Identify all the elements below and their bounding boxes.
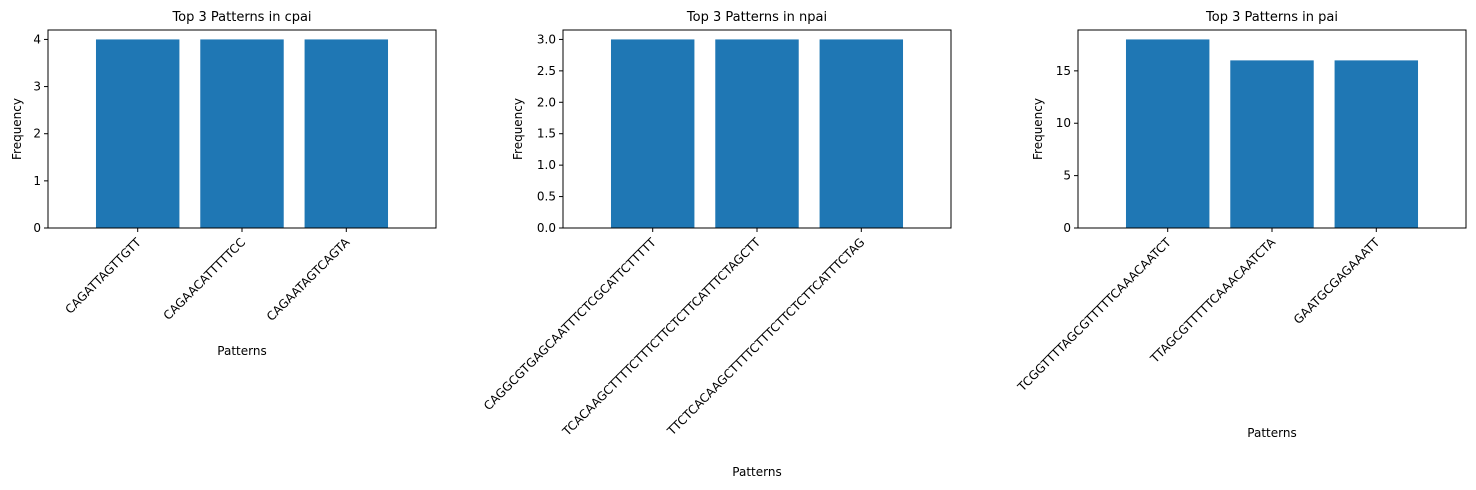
bars: [1125, 39, 1419, 229]
y-ticks: 0 1 2 3 4: [33, 32, 48, 235]
x-axis-label: Patterns: [217, 344, 266, 358]
bar: [304, 39, 389, 229]
y-tick-label: 0: [33, 221, 41, 235]
bars: [95, 39, 389, 229]
y-tick-label: 0.0: [537, 221, 556, 235]
y-tick-label: 5: [1063, 169, 1071, 183]
bar: [1125, 39, 1210, 229]
bar: [1230, 60, 1314, 228]
bar: [1334, 60, 1419, 228]
y-tick-label: 15: [1056, 64, 1071, 78]
chart-title: Top 3 Patterns in cpai: [171, 10, 311, 25]
y-tick-label: 3.0: [537, 32, 556, 46]
y-tick-label: 2.5: [537, 64, 556, 78]
y-tick-label: 3: [33, 80, 41, 94]
y-ticks: 0.0 0.5 1.0 1.5 2.0 2.5 3.0: [537, 32, 563, 235]
chart-title: Top 3 Patterns in npai: [686, 10, 827, 25]
y-tick-label: 0: [1063, 221, 1071, 235]
bar: [200, 39, 284, 229]
axes-frame: [562, 29, 952, 229]
bar: [715, 39, 799, 229]
y-tick-label: 10: [1056, 116, 1071, 130]
y-axis-label: Frequency: [511, 98, 525, 160]
bars: [610, 39, 904, 229]
axes-frame: [47, 29, 437, 229]
y-tick-label: 0.5: [537, 190, 556, 204]
y-tick-label: 1.5: [537, 127, 556, 141]
y-axis-label: Frequency: [1031, 98, 1045, 160]
y-ticks: 0 5 10 15: [1056, 64, 1078, 235]
bar: [819, 39, 904, 229]
x-axis-label: Patterns: [732, 465, 781, 479]
bar: [95, 39, 180, 229]
y-tick-label: 2: [33, 127, 41, 141]
x-axis-label: Patterns: [1247, 426, 1296, 440]
y-tick-label: 2.0: [537, 95, 556, 109]
y-axis-label: Frequency: [10, 98, 24, 160]
y-tick-label: 1.0: [537, 158, 556, 172]
chart-title: Top 3 Patterns in pai: [1205, 10, 1338, 25]
y-tick-label: 1: [33, 174, 41, 188]
bar: [610, 39, 695, 229]
axes-frame: [1077, 29, 1467, 229]
y-tick-label: 4: [33, 32, 41, 46]
